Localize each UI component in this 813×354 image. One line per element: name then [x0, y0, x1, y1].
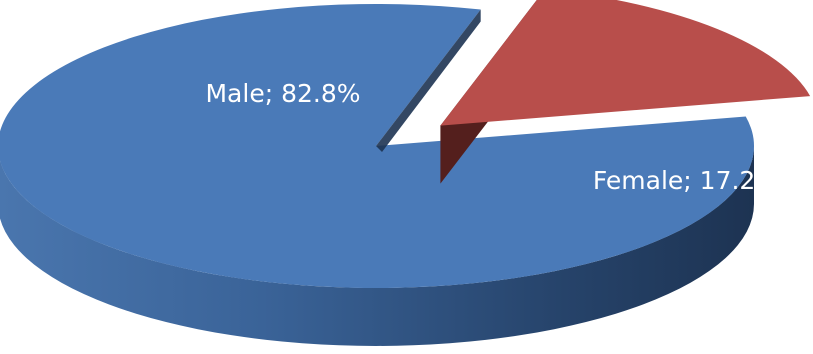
data-label-male: Male; 82.8% — [205, 79, 360, 108]
data-label-female: Female; 17.2% — [593, 166, 779, 195]
pie-cut-shadow — [376, 9, 481, 153]
pie-slice-male-side — [0, 146, 754, 346]
pie-layer — [0, 0, 811, 346]
label-layer: Male; 82.8% Female; 17.2% — [205, 79, 779, 195]
pie-slice-female-top — [440, 0, 811, 126]
pie-slice-female — [440, 0, 811, 184]
